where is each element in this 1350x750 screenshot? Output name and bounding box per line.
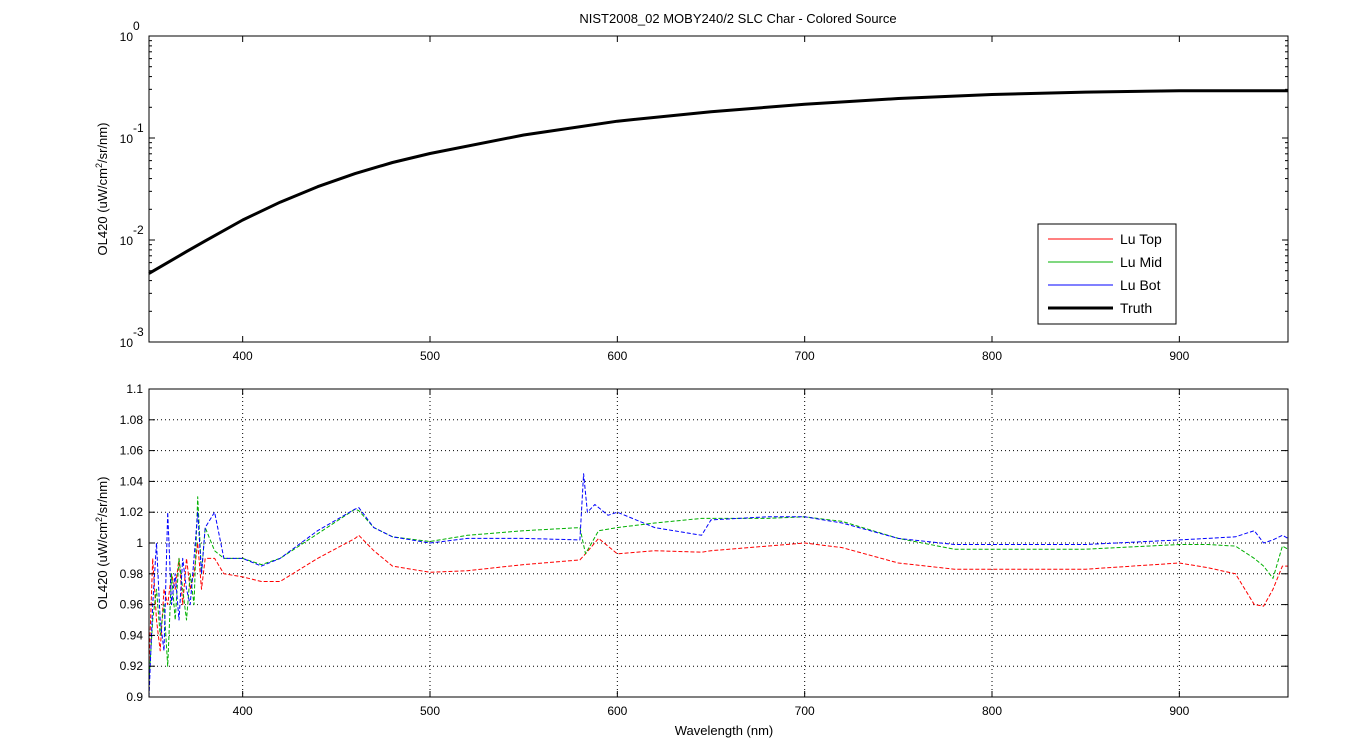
- bottom-y-tick-label: 1.04: [120, 474, 144, 488]
- top-chart-title: NIST2008_02 MOBY240/2 SLC Char - Colored…: [579, 11, 896, 26]
- bottom-y-tick-label: 0.96: [120, 598, 144, 612]
- top-y-tick-label-base: 10: [120, 132, 134, 146]
- top-y-tick-label-exponent: -2: [133, 223, 144, 237]
- bottom-ticks: 400 500 600 700 800 900 0.9 0.92 0.94 0.96 0.98 1 1.…: [120, 382, 1288, 718]
- bottom-y-tick-label: 1.02: [120, 505, 144, 519]
- bottom-series-group: [148, 473, 1289, 698]
- legend-label-lu-mid: Lu Mid: [1120, 254, 1162, 270]
- bottom-x-tick-label: 400: [233, 704, 253, 718]
- top-x-tick-label: 800: [982, 349, 1002, 363]
- bottom-series-lu-bot: [148, 473, 1289, 698]
- top-y-tick-label-exponent: -1: [133, 121, 144, 135]
- legend-label-lu-bot: Lu Bot: [1120, 277, 1161, 293]
- bottom-y-tick-label: 0.98: [120, 567, 144, 581]
- bottom-ylabel-superscript: 2: [94, 517, 104, 522]
- legend: Lu Top Lu Mid Lu Bot Truth: [1037, 223, 1177, 325]
- bottom-ylabel-part-3: /sr/nm): [95, 477, 110, 517]
- bottom-x-axis-label: Wavelength (nm): [675, 723, 774, 738]
- top-series-truth: [148, 89, 1288, 275]
- top-x-tick-label: 600: [607, 349, 627, 363]
- bottom-ylabel-part-1: OL420 (uW/cm: [95, 522, 110, 609]
- bottom-series-lu-mid: [148, 496, 1289, 682]
- top-x-tick-label: 500: [420, 349, 440, 363]
- top-y-axis-label: OL420 (uW/cm2/sr/nm): [94, 123, 110, 256]
- bottom-x-tick-label: 800: [982, 704, 1002, 718]
- top-y-tick-label-base: 10: [120, 336, 134, 350]
- bottom-y-tick-label: 0.9: [126, 690, 143, 704]
- bottom-x-tick-label: 600: [607, 704, 627, 718]
- legend-label-truth: Truth: [1120, 300, 1152, 316]
- bottom-x-tick-label: 700: [795, 704, 815, 718]
- top-ylabel-part-1: OL420 (uW/cm: [95, 168, 110, 255]
- bottom-series-lu-top: [148, 534, 1288, 667]
- top-y-tick-label-base: 10: [120, 234, 134, 248]
- top-ylabel-part-3: /sr/nm): [95, 123, 110, 163]
- top-axes-box: [148, 35, 1289, 343]
- bottom-grid: [149, 389, 1288, 697]
- bottom-y-tick-label: 1.1: [126, 382, 143, 396]
- bottom-y-tick-label: 1.06: [120, 444, 144, 458]
- bottom-y-tick-label: 0.92: [120, 659, 144, 673]
- top-ylabel-superscript: 2: [94, 163, 104, 168]
- bottom-y-tick-label: 1.08: [120, 413, 144, 427]
- top-series-group: [148, 89, 1288, 275]
- legend-label-lu-top: Lu Top: [1120, 231, 1162, 247]
- bottom-y-tick-label: 0.94: [120, 628, 144, 642]
- top-y-tick-label-exponent: -3: [133, 325, 144, 339]
- bottom-y-tick-label: 1: [136, 536, 143, 550]
- top-x-tick-label: 400: [233, 349, 253, 363]
- top-y-tick-label-base: 10: [120, 30, 134, 44]
- bottom-x-tick-label: 500: [420, 704, 440, 718]
- bottom-y-axis-label: OL420 (uW/cm2/sr/nm): [94, 477, 110, 610]
- bottom-x-tick-label: 900: [1169, 704, 1189, 718]
- top-y-tick-label-exponent: 0: [133, 19, 140, 33]
- top-x-tick-label: 700: [795, 349, 815, 363]
- top-x-tick-label: 900: [1169, 349, 1189, 363]
